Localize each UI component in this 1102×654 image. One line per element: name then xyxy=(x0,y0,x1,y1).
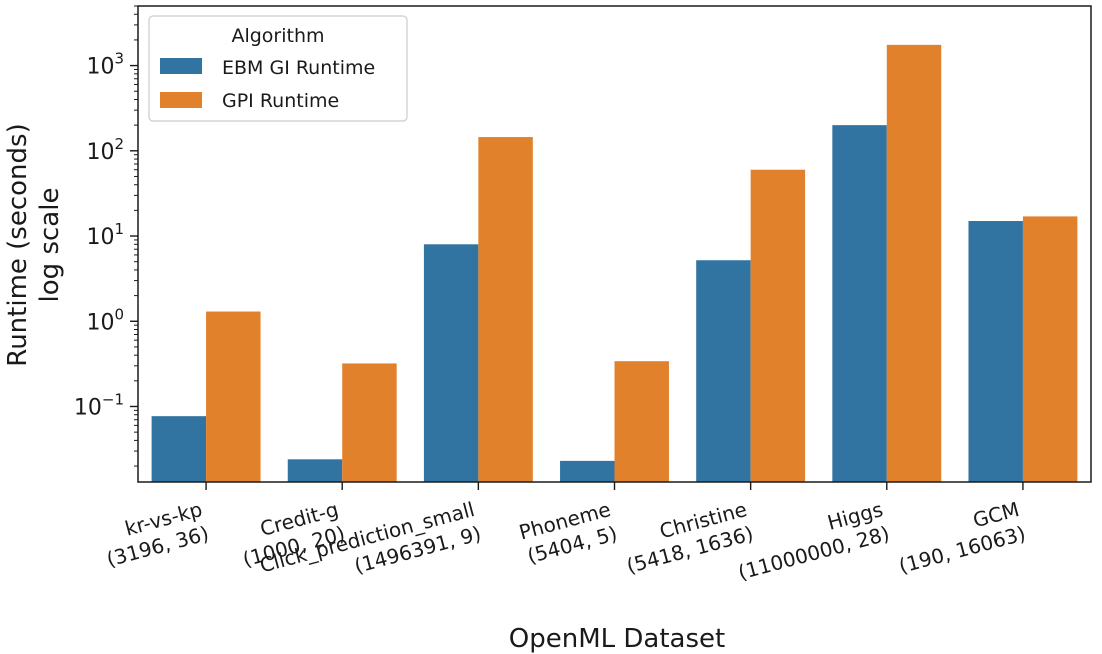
legend-label-ebm: EBM GI Runtime xyxy=(222,57,375,79)
bar-click-prediction-small-ebm-gi-runtime xyxy=(423,244,479,482)
bar-gcm-ebm-gi-runtime xyxy=(968,221,1023,482)
bar-higgs-gpi-runtime xyxy=(886,44,942,483)
bar-kr-vs-kp-ebm-gi-runtime xyxy=(151,416,207,482)
y-axis-title-line-2: log scale xyxy=(35,188,65,303)
x-tick-label-gcm: GCM(190, 16063) xyxy=(896,497,1028,578)
x-axis: kr-vs-kp(3196, 36)Credit-g(1000, 20)Clic… xyxy=(104,482,1028,585)
legend-swatch-gpi xyxy=(160,92,202,108)
bar-kr-vs-kp-gpi-runtime xyxy=(206,311,261,482)
bar-phoneme-gpi-runtime xyxy=(614,361,669,482)
bar-gcm-gpi-runtime xyxy=(1022,216,1078,482)
x-tick-label-shape: (11000000, 28) xyxy=(736,521,892,584)
y-tick-label: 10−1 xyxy=(74,390,124,420)
x-axis-title: OpenML Dataset xyxy=(509,624,725,654)
legend-title: Algorithm xyxy=(231,25,324,47)
bar-christine-ebm-gi-runtime xyxy=(696,260,751,482)
x-tick-label-shape: (190, 16063) xyxy=(896,521,1028,578)
legend-box xyxy=(148,15,408,122)
y-tick-label: 101 xyxy=(86,220,124,250)
bars-layer xyxy=(151,44,1078,483)
bar-higgs-ebm-gi-runtime xyxy=(832,125,887,482)
y-axis: 10−1 100 101 102 103 xyxy=(74,5,138,467)
y-tick-label: 103 xyxy=(86,50,124,80)
y-tick-label: 100 xyxy=(86,305,124,335)
bar-credit-g-gpi-runtime xyxy=(342,363,397,482)
bar-phoneme-ebm-gi-runtime xyxy=(560,460,615,482)
y-tick-label: 102 xyxy=(86,135,124,165)
x-tick-label-phoneme: Phoneme(5404, 5) xyxy=(516,497,619,568)
legend: Algorithm EBM GI Runtime GPI Runtime xyxy=(148,15,408,122)
y-axis-title-line-1: Runtime (seconds) xyxy=(3,123,33,366)
y-axis-title: Runtime (seconds) log scale xyxy=(3,123,65,366)
legend-swatch-ebm xyxy=(160,58,202,74)
x-tick-label-christine: Christine(5418, 1636) xyxy=(624,497,756,578)
legend-label-gpi: GPI Runtime xyxy=(222,90,339,112)
bar-click-prediction-small-gpi-runtime xyxy=(478,137,533,483)
bar-christine-gpi-runtime xyxy=(750,169,806,482)
bar-credit-g-ebm-gi-runtime xyxy=(287,459,343,482)
x-tick-label-kr-vs-kp: kr-vs-kp(3196, 36) xyxy=(104,497,211,571)
